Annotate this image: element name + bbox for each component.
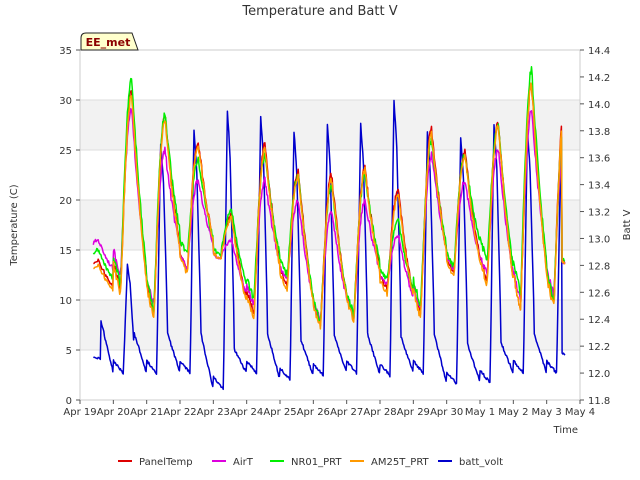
y-right-tick-label: 12.2 — [588, 342, 610, 353]
x-axis-ticks: Apr 19 Apr 20 Apr 21 Apr 22 Apr 23 Apr 24 Apr … — [63, 400, 595, 418]
y-right-tick-label: 13.8 — [588, 127, 610, 138]
y-left-tick-label: 15 — [59, 246, 72, 257]
background-band — [80, 200, 580, 250]
plot-background-bands — [80, 100, 580, 350]
legend-label: NR01_PRT — [291, 457, 342, 468]
y-left-tick-label: 25 — [59, 146, 72, 157]
station-badge: EE_met — [80, 32, 139, 51]
y-left-tick-label: 0 — [66, 396, 72, 407]
x-tick-label: May 3 — [532, 407, 562, 418]
legend: PanelTemp AirT NR01_PRT AM25T_PRT batt_volt — [118, 457, 503, 468]
x-tick-label: Apr 20 — [97, 407, 130, 418]
y-right-tick-label: 14.0 — [588, 100, 610, 111]
series-line-am25t_prt — [93, 82, 566, 330]
plot-frame — [79, 49, 581, 401]
y-right-axis-label: Batt V — [622, 209, 633, 240]
x-tick-label: May 4 — [565, 407, 595, 418]
y-right-tick-label: 13.6 — [588, 154, 610, 165]
y-right-tick-label: 12.4 — [588, 315, 610, 326]
y-right-axis-ticks: 11.8 12.0 12.2 12.4 12.6 12.8 13.0 13.2 13.4 13.6… — [580, 46, 610, 407]
x-axis-label: Time — [553, 425, 578, 436]
legend-label: PanelTemp — [139, 457, 193, 468]
y-right-tick-label: 12.0 — [588, 369, 610, 380]
x-tick-label: Apr 30 — [430, 407, 463, 418]
y-right-tick-label: 14.4 — [588, 46, 610, 57]
y-left-tick-label: 10 — [59, 296, 72, 307]
x-tick-label: Apr 24 — [230, 407, 263, 418]
y-left-axis-label: Temperature (C) — [9, 184, 20, 266]
x-tick-label: May 1 — [465, 407, 495, 418]
series-line-airt — [92, 107, 566, 322]
x-tick-label: Apr 27 — [330, 407, 363, 418]
y-right-tick-label: 13.0 — [588, 234, 610, 245]
y-left-tick-label: 20 — [59, 196, 72, 207]
x-tick-label: Apr 19 — [63, 407, 96, 418]
series-layer — [92, 66, 566, 391]
y-left-tick-label: 5 — [66, 346, 72, 357]
y-right-tick-label: 12.8 — [588, 261, 610, 272]
x-tick-label: May 2 — [498, 407, 528, 418]
y-left-axis-ticks: 0 5 10 15 20 25 30 35 — [59, 46, 80, 407]
station-badge-label: EE_met — [86, 36, 131, 49]
legend-label: AM25T_PRT — [371, 457, 430, 468]
y-right-tick-label: 14.2 — [588, 73, 610, 84]
legend-label: AirT — [233, 457, 254, 468]
x-tick-label: Apr 23 — [197, 407, 230, 418]
y-right-tick-label: 13.4 — [588, 181, 610, 192]
x-tick-label: Apr 22 — [163, 407, 196, 418]
background-band — [80, 300, 580, 350]
x-tick-label: Apr 28 — [363, 407, 396, 418]
x-tick-label: Apr 25 — [263, 407, 296, 418]
x-tick-label: Apr 21 — [130, 407, 163, 418]
x-tick-label: Apr 26 — [297, 407, 330, 418]
background-band — [80, 100, 580, 150]
y-left-tick-label: 35 — [59, 46, 72, 57]
y-left-tick-label: 30 — [59, 96, 72, 107]
series-line-batt_volt — [93, 99, 566, 391]
y-right-tick-label: 12.6 — [588, 288, 610, 299]
series-line-paneltemp — [93, 82, 566, 327]
legend-label: batt_volt — [459, 457, 503, 468]
x-tick-label: Apr 29 — [397, 407, 430, 418]
y-right-tick-label: 13.2 — [588, 208, 610, 219]
y-right-tick-label: 11.8 — [588, 396, 610, 407]
chart-title: Temperature and Batt V — [241, 4, 397, 19]
